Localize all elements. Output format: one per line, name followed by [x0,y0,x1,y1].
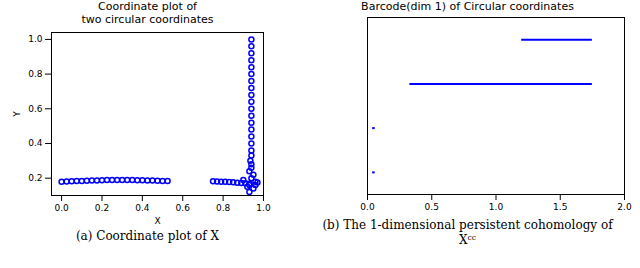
svg-text:0.5: 0.5 [425,202,439,212]
svg-text:0.4: 0.4 [28,138,43,148]
svg-text:1.0: 1.0 [489,202,504,212]
html-text:(b) The 1-dimensional persiste: (b) The 1-dimensional persistent cohomol… [322,218,613,247]
svg-text:0.0: 0.0 [360,202,375,212]
svg-text:0.8: 0.8 [28,69,43,79]
svg-text:Y: Y [11,111,21,118]
svg-text:0.2: 0.2 [28,173,42,183]
svg-text:X: X [154,216,160,226]
svg-text:1.0: 1.0 [28,34,43,44]
html-text:Barcode(dim 1) of Circular coo: Barcode(dim 1) of Circular coordinates [361,0,574,13]
html-text:Coordinate plot of two circula: Coordinate plot of two circular coordina… [81,0,214,26]
svg-text:0.4: 0.4 [135,203,150,213]
svg-text:1.0: 1.0 [256,203,271,213]
html-text:(a) Coordinate plot of X: (a) Coordinate plot of X [75,229,220,243]
svg-text:1.5: 1.5 [553,202,567,212]
svg-text:0.2: 0.2 [94,203,108,213]
svg-text:2.0: 2.0 [617,202,632,212]
svg-text:0.8: 0.8 [215,203,230,213]
svg-text:0.0: 0.0 [54,203,69,213]
svg-text:0.6: 0.6 [28,104,43,114]
svg-text:0.6: 0.6 [175,203,190,213]
